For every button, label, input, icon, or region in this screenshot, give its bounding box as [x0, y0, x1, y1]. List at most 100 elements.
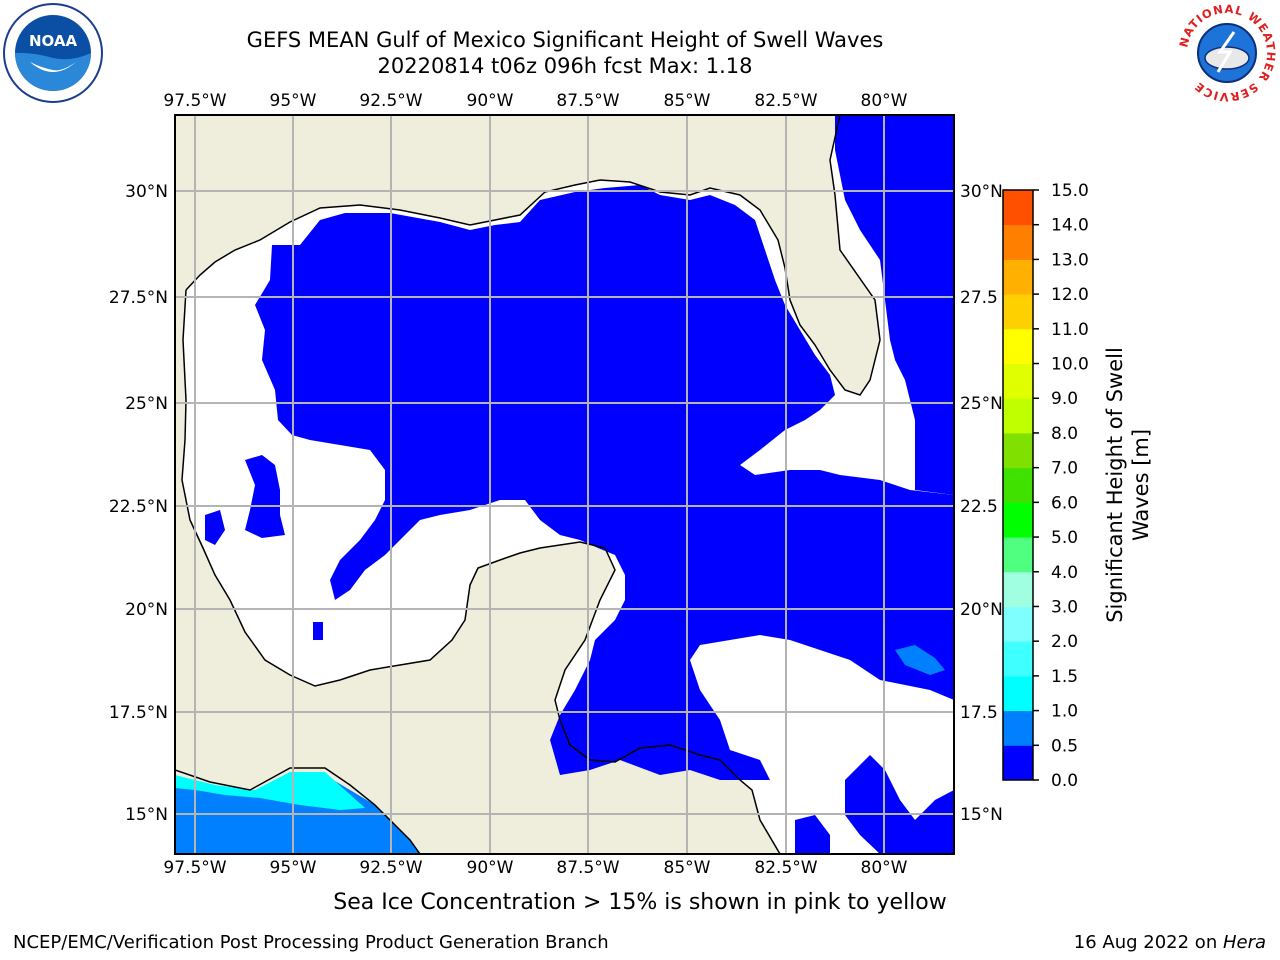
colorbar-tick-label: 1.0	[1051, 702, 1078, 722]
lon-tick-label: 87.5°W	[556, 858, 619, 878]
colorbar-title-line2: Waves [m]	[1129, 429, 1153, 541]
colorbar-tick-label: 4.0	[1051, 563, 1078, 583]
colorbar-segment	[1003, 502, 1033, 538]
colorbar	[1002, 189, 1039, 781]
chart-title: GEFS MEAN Gulf of Mexico Significant Hei…	[246, 28, 884, 52]
lon-ticks-bottom: 97.5°W 95°W 92.5°W 90°W 87.5°W 85°W 82.5…	[163, 858, 907, 878]
colorbar-tick-label: 2.0	[1051, 632, 1078, 652]
swell-region-caribbean	[845, 755, 954, 854]
lon-tick-label: 82.5°W	[754, 858, 817, 878]
colorbar-segment	[1003, 294, 1033, 330]
lat-tick-label: 25°N	[960, 394, 1003, 414]
coastline-gulf	[185, 115, 881, 396]
colorbar-tick-label: 14.0	[1051, 216, 1089, 236]
colorbar-segment	[1003, 537, 1033, 573]
colorbar-tick-label: 12.0	[1051, 285, 1089, 305]
colorbar-segment	[1003, 432, 1033, 469]
footer-date: 16 Aug 2022 on Hera	[1074, 932, 1266, 953]
colorbar-tick-label: 9.0	[1051, 389, 1078, 409]
lon-tick-label: 80°W	[861, 91, 908, 111]
colorbar-segment	[1003, 641, 1033, 677]
colorbar-labels: 0.0 0.5 1.0 1.5 2.0 3.0 4.0 5.0 6.0 7.0 8.0 9.0 10.0…	[1051, 181, 1089, 791]
colorbar-tick-label: 6.0	[1051, 493, 1078, 513]
colorbar-tick-label: 13.0	[1051, 250, 1089, 270]
coastline-pacific	[175, 767, 421, 854]
colorbar-segment	[1003, 710, 1033, 746]
swell-patch-west	[245, 455, 285, 538]
lat-tick-label: 15°N	[960, 805, 1003, 825]
colorbar-segment	[1003, 571, 1033, 607]
noaa-logo-text: NOAA	[29, 32, 78, 50]
colorbar-tick-label: 7.0	[1051, 459, 1078, 479]
lon-tick-label: 85°W	[664, 858, 711, 878]
footer-host: Hera	[1222, 932, 1266, 953]
lat-tick-label: 30°N	[960, 182, 1003, 202]
swell-patch-south	[205, 510, 225, 545]
swell-patch-tiny	[313, 622, 323, 640]
colorbar-tick-label: 0.5	[1051, 736, 1078, 756]
sea-ice-note: Sea Ice Concentration > 15% is shown in …	[333, 890, 947, 915]
swell-patch-lightblue	[895, 645, 945, 675]
colorbar-segment	[1003, 363, 1033, 399]
map-area	[175, 115, 954, 854]
lon-tick-label: 97.5°W	[163, 858, 226, 878]
chart-subtitle: 20220814 t06z 096h fcst Max: 1.18	[377, 54, 753, 78]
colorbar-segment	[1003, 190, 1033, 226]
colorbar-tick-label: 3.0	[1051, 597, 1078, 617]
lon-tick-label: 90°W	[467, 858, 514, 878]
colorbar-tick-label: 8.0	[1051, 424, 1078, 444]
lat-tick-label: 30°N	[125, 182, 168, 202]
colorbar-segment	[1003, 328, 1033, 365]
lat-tick-label: 17.5	[960, 703, 998, 723]
lat-tick-label: 25°N	[125, 394, 168, 414]
colorbar-tick-label: 0.0	[1051, 771, 1078, 791]
lon-tick-label: 97.5°W	[163, 91, 226, 111]
lat-tick-label: 15°N	[125, 805, 168, 825]
lon-tick-label: 90°W	[467, 91, 514, 111]
swell-region-blue	[255, 185, 954, 780]
colorbar-tick-label: 5.0	[1051, 528, 1078, 548]
colorbar-tick-label: 1.5	[1051, 667, 1078, 687]
swell-patch-se	[795, 815, 830, 854]
lon-tick-label: 92.5°W	[359, 858, 422, 878]
pacific-cyan-band	[175, 772, 365, 810]
lon-tick-label: 92.5°W	[359, 91, 422, 111]
lat-tick-label: 22.5°N	[109, 497, 168, 517]
lat-tick-label: 27.5°N	[109, 288, 168, 308]
colorbar-title-line1: Significant Height of Swell	[1103, 347, 1127, 623]
colorbar-segment	[1003, 224, 1033, 260]
lon-tick-label: 87.5°W	[556, 91, 619, 111]
lat-tick-label: 27.5	[960, 288, 998, 308]
nws-logo: NATIONAL WEATHER SERVICE	[1176, 2, 1277, 104]
map-frame	[174, 114, 955, 855]
lon-tick-label: 95°W	[270, 91, 317, 111]
lon-tick-label: 85°W	[664, 91, 711, 111]
colorbar-segment	[1003, 745, 1033, 781]
lat-tick-label: 22.5	[960, 497, 998, 517]
colorbar-segment	[1003, 606, 1033, 642]
graticule	[175, 115, 954, 854]
lat-ticks-left: 30°N 27.5°N 25°N 22.5°N 20°N 17.5°N 15°N	[109, 182, 168, 825]
colorbar-tick-label: 11.0	[1051, 320, 1089, 340]
colorbar-segment	[1003, 259, 1033, 295]
colorbar-segment	[1003, 675, 1033, 712]
colorbar-title: Significant Height of Swell Waves [m]	[1103, 347, 1153, 623]
coastline-mexico	[181, 289, 781, 854]
lon-tick-label: 82.5°W	[754, 91, 817, 111]
lon-tick-label: 80°W	[861, 858, 908, 878]
lat-tick-label: 17.5°N	[109, 703, 168, 723]
colorbar-segment	[1003, 398, 1033, 434]
lat-tick-label: 20°N	[125, 600, 168, 620]
colorbar-segment	[1003, 467, 1033, 503]
lon-tick-label: 95°W	[270, 858, 317, 878]
colorbar-tick-label: 10.0	[1051, 355, 1089, 375]
colorbar-frame	[1002, 189, 1034, 781]
lat-ticks-right: 30°N 27.5 25°N 22.5 20°N 17.5 15°N	[960, 182, 1003, 825]
noaa-logo: NOAA	[3, 3, 103, 103]
colorbar-tick-label: 15.0	[1051, 181, 1089, 201]
footer-credit: NCEP/EMC/Verification Post Processing Pr…	[13, 932, 609, 953]
footer-date-text: 16 Aug 2022 on	[1073, 932, 1223, 953]
lon-ticks-top: 97.5°W 95°W 92.5°W 90°W 87.5°W 85°W 82.5…	[163, 91, 907, 111]
lat-tick-label: 20°N	[960, 600, 1003, 620]
